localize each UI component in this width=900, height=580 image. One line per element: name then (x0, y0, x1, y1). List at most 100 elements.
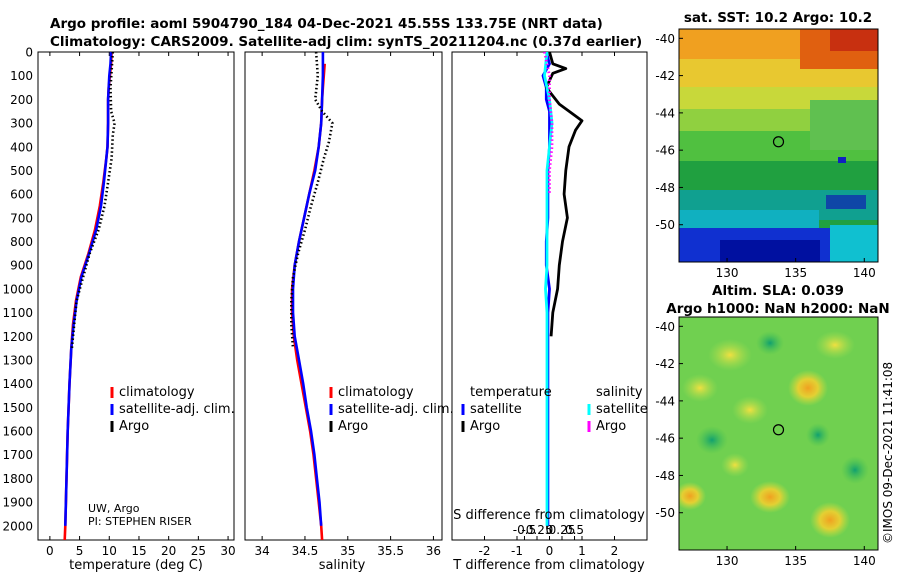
legend-label-satellite: satellite-adj. clim. (119, 402, 235, 417)
sst-map-title: sat. SST: 10.2 Argo: 10.2 (684, 10, 872, 26)
legend-label-argo: Argo (119, 419, 149, 434)
sst-float-marker (772, 136, 785, 148)
x-tick-label: 30 (220, 544, 235, 558)
depth-tick-label: 100 (10, 69, 33, 83)
x-tick-label: 0 (546, 544, 554, 558)
map-lat-label: -42 (655, 69, 675, 83)
depth-tick-label: 900 (10, 259, 33, 273)
temperature-legend: climatology satellite-adj. clim. Argo (110, 385, 235, 434)
map-lat-label: -48 (655, 181, 675, 195)
x-tick-label: 35 (340, 544, 355, 558)
difference-legend: temperature salinity satellite Argo sate… (461, 385, 648, 434)
x-tick-label: -2 (479, 544, 491, 558)
x-tick-label: 2 (611, 544, 619, 558)
map-lat-label: -42 (655, 357, 675, 371)
legend-label-climatology: climatology (338, 385, 414, 400)
figure-title-line2: Climatology: CARS2009. Satellite-adj cli… (50, 34, 642, 50)
depth-tick-label: 1700 (2, 448, 33, 462)
float-ownership: UW, Argo (88, 502, 140, 515)
map-lat-label: -46 (655, 144, 675, 158)
legend-header-salinity: salinity (596, 385, 643, 400)
depth-tick-label: 0 (25, 46, 33, 60)
s-tick-label: 0 (546, 523, 554, 537)
depth-tick-label: 600 (10, 188, 33, 202)
map-lat-label: -48 (655, 469, 675, 483)
series-line-satellite-adj-clim- (64, 52, 113, 526)
map-lon-label: 135 (784, 554, 807, 568)
depth-tick-label: 1400 (2, 377, 33, 391)
series-line-temperature-argo (544, 52, 584, 337)
depth-tick-label: 800 (10, 235, 33, 249)
depth-tick-label: 700 (10, 211, 33, 225)
temperature-xlabel: temperature (deg C) (69, 558, 203, 573)
x-tick-label: 5 (76, 544, 84, 558)
legend-label-t-argo: Argo (470, 419, 500, 434)
map-lon-label: 135 (784, 266, 807, 280)
s-tick-label: -0.25 (521, 523, 552, 537)
salinity-axes-frame (244, 51, 443, 541)
series-line-satellite-adj-clim- (291, 52, 325, 526)
x-tick-label: 34.5 (292, 544, 319, 558)
sla-map-frame (678, 316, 879, 551)
series-line-salinity-satellite (543, 52, 554, 526)
float-pi: PI: STEPHEN RISER (88, 515, 192, 528)
legend-label-argo: Argo (338, 419, 368, 434)
depth-tick-label: 1500 (2, 401, 33, 415)
depth-tick-label: 300 (10, 117, 33, 131)
sla-map-title1: Altim. SLA: 0.039 (712, 283, 844, 299)
depth-tick-label: 500 (10, 164, 33, 178)
depth-axis: 0 100 200 300 400 500 600 700 800 900 1000 1100 1200… (2, 46, 647, 533)
difference-series (541, 52, 584, 526)
series-line-argo (289, 52, 334, 349)
s-tick-label: 0.25 (549, 523, 576, 537)
sla-map: Altim. SLA: 0.039 Argo h1000: NaN h2000:… (655, 283, 889, 568)
map-lat-label: -44 (655, 394, 675, 408)
map-lat-label: -44 (655, 106, 675, 120)
sst-map-ticks: -40 -42 -44 -46 -48 -50 130 135 140 (655, 32, 875, 280)
difference-x2label: S difference from climatology (453, 508, 645, 523)
sla-map-title2: Argo h1000: NaN h2000: NaN (666, 301, 889, 317)
salinity-x-ticks: 34 34.5 35 35.5 36 (254, 52, 441, 558)
salinity-xlabel: salinity (319, 558, 366, 573)
difference-xlabel: T difference from climatology (452, 558, 645, 573)
s-tick-label: 0.5 (565, 523, 584, 537)
map-lon-label: 140 (853, 266, 876, 280)
depth-tick-label: 1800 (2, 472, 33, 486)
map-lat-label: -50 (655, 218, 675, 232)
salinity-legend: climatology satellite-adj. clim. Argo (329, 385, 454, 434)
map-lon-label: 130 (716, 554, 739, 568)
sst-map-frame (678, 28, 879, 263)
x-tick-label: 25 (191, 544, 206, 558)
map-lat-label: -40 (655, 32, 675, 46)
legend-header-temperature: temperature (470, 385, 552, 400)
temperature-series (63, 52, 116, 540)
s-tick-label: -0.5 (513, 523, 536, 537)
sst-map: sat. SST: 10.2 Argo: 10.2 -40-42-44-46-4… (655, 10, 879, 280)
x-tick-label: 15 (131, 544, 146, 558)
temperature-axes-frame (37, 51, 235, 541)
x-tick-label: 34 (254, 544, 269, 558)
map-lat-label: -40 (655, 320, 675, 334)
legend-label-t-satellite: satellite (470, 402, 522, 417)
x-tick-label: 36 (426, 544, 441, 558)
x-tick-label: 20 (161, 544, 176, 558)
map-lon-label: 130 (716, 266, 739, 280)
map-lat-label: -46 (655, 432, 675, 446)
depth-tick-label: 1200 (2, 330, 33, 344)
depth-tick-label: 1600 (2, 425, 33, 439)
depth-tick-label: 2000 (2, 519, 33, 533)
imos-credit: ©IMOS 09-Dec-2021 11:41:08 (881, 362, 895, 544)
difference-x-ticks: -2 -1 0 1 2 (479, 52, 619, 558)
map-lat-label: -50 (655, 506, 675, 520)
figure-title-line1: Argo profile: aoml 5904790_184 04-Dec-20… (50, 16, 603, 32)
legend-label-climatology: climatology (119, 385, 195, 400)
depth-tick-label: 1000 (2, 282, 33, 296)
sla-float-marker (772, 424, 785, 436)
legend-label-s-satellite: satellite (596, 402, 648, 417)
series-line-salinity-argo (543, 52, 554, 195)
sla-map-ticks: -40 -42 -44 -46 -48 -50 130 135 140 (655, 320, 875, 568)
